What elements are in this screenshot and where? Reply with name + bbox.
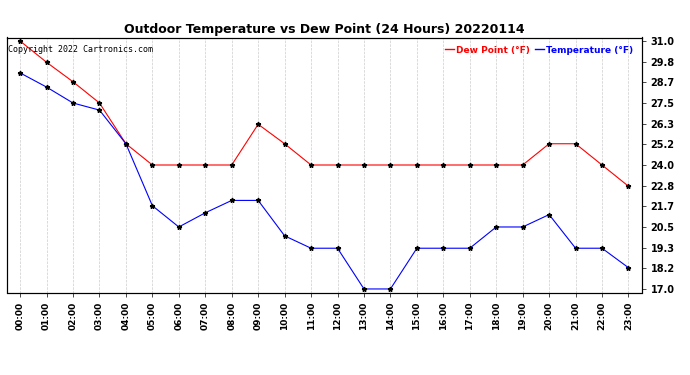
Dew Point (°F) (519, 163, 527, 167)
Dew Point (°F) (624, 184, 633, 189)
Dew Point (°F) (492, 163, 500, 167)
Dew Point (°F) (571, 141, 580, 146)
Temperature (°F) (386, 287, 395, 291)
Temperature (°F) (69, 101, 77, 105)
Temperature (°F) (16, 70, 24, 75)
Dew Point (°F) (201, 163, 210, 167)
Dew Point (°F) (413, 163, 421, 167)
Temperature (°F) (280, 234, 288, 238)
Dew Point (°F) (466, 163, 474, 167)
Legend: Dew Point (°F), Temperature (°F): Dew Point (°F), Temperature (°F) (441, 42, 637, 58)
Dew Point (°F) (122, 141, 130, 146)
Dew Point (°F) (440, 163, 448, 167)
Temperature (°F) (254, 198, 262, 202)
Temperature (°F) (492, 225, 500, 229)
Dew Point (°F) (254, 122, 262, 126)
Text: Copyright 2022 Cartronics.com: Copyright 2022 Cartronics.com (8, 45, 152, 54)
Dew Point (°F) (598, 163, 607, 167)
Temperature (°F) (519, 225, 527, 229)
Temperature (°F) (440, 246, 448, 250)
Dew Point (°F) (43, 60, 51, 64)
Temperature (°F) (466, 246, 474, 250)
Temperature (°F) (624, 266, 633, 270)
Dew Point (°F) (228, 163, 236, 167)
Dew Point (°F) (545, 141, 553, 146)
Temperature (°F) (228, 198, 236, 202)
Temperature (°F) (333, 246, 342, 250)
Dew Point (°F) (148, 163, 157, 167)
Dew Point (°F) (360, 163, 368, 167)
Temperature (°F) (598, 246, 607, 250)
Dew Point (°F) (307, 163, 315, 167)
Dew Point (°F) (95, 101, 104, 105)
Dew Point (°F) (280, 141, 288, 146)
Temperature (°F) (148, 204, 157, 208)
Line: Temperature (°F): Temperature (°F) (18, 70, 631, 291)
Dew Point (°F) (16, 39, 24, 43)
Temperature (°F) (360, 287, 368, 291)
Dew Point (°F) (333, 163, 342, 167)
Dew Point (°F) (69, 80, 77, 84)
Title: Outdoor Temperature vs Dew Point (24 Hours) 20220114: Outdoor Temperature vs Dew Point (24 Hou… (124, 23, 524, 36)
Temperature (°F) (545, 212, 553, 217)
Dew Point (°F) (175, 163, 183, 167)
Temperature (°F) (571, 246, 580, 250)
Temperature (°F) (413, 246, 421, 250)
Temperature (°F) (95, 108, 104, 112)
Line: Dew Point (°F): Dew Point (°F) (18, 39, 631, 189)
Temperature (°F) (122, 141, 130, 146)
Temperature (°F) (43, 85, 51, 89)
Temperature (°F) (175, 225, 183, 229)
Temperature (°F) (307, 246, 315, 250)
Dew Point (°F) (386, 163, 395, 167)
Temperature (°F) (201, 210, 210, 215)
